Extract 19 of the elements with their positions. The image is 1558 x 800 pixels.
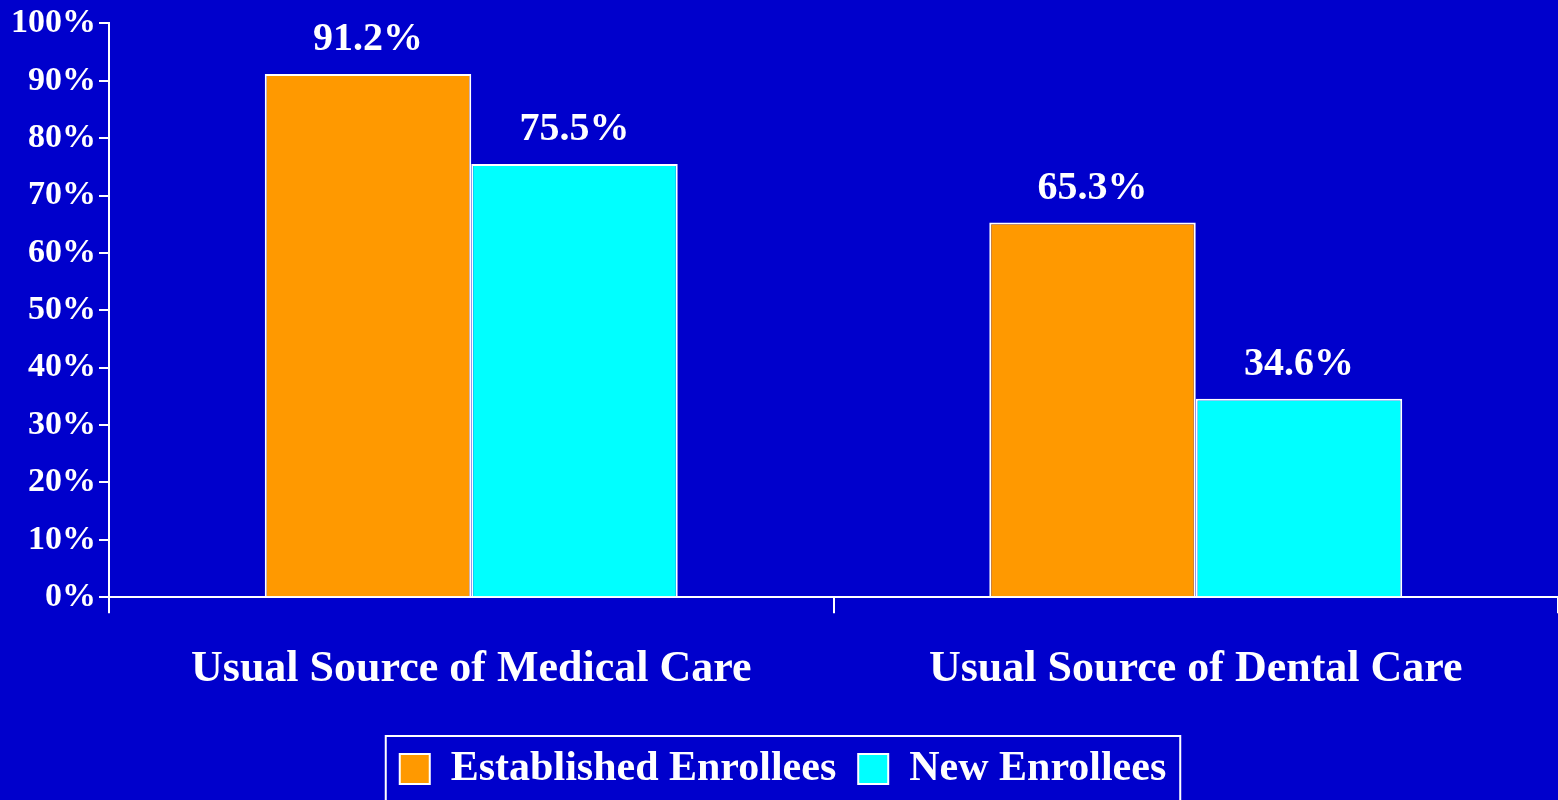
x-tick-label: Usual Source of Medical Care [190,641,752,691]
y-tick-label: 50% [28,289,96,327]
legend-label: New Enrollees [909,742,1167,789]
x-tick-label: Usual Source of Dental Care [928,641,1463,691]
y-tick-label: 90% [28,59,96,97]
y-tick-label: 0% [45,575,96,613]
y-tick-label: 60% [28,231,96,269]
legend-label: Established Enrollees [450,742,837,789]
y-tick-label: 20% [28,461,96,499]
data-label: 91.2% [313,14,424,60]
y-tick-label: 70% [28,174,96,212]
data-label: 34.6% [1243,338,1354,384]
data-label: 65.3% [1037,162,1148,208]
y-tick-label: 80% [28,116,96,154]
data-label: 75.5% [519,104,630,150]
y-tick-label: 100% [11,2,96,40]
y-tick-label: 10% [28,518,96,556]
y-tick-label: 40% [28,346,96,384]
y-tick-label: 30% [28,403,96,441]
